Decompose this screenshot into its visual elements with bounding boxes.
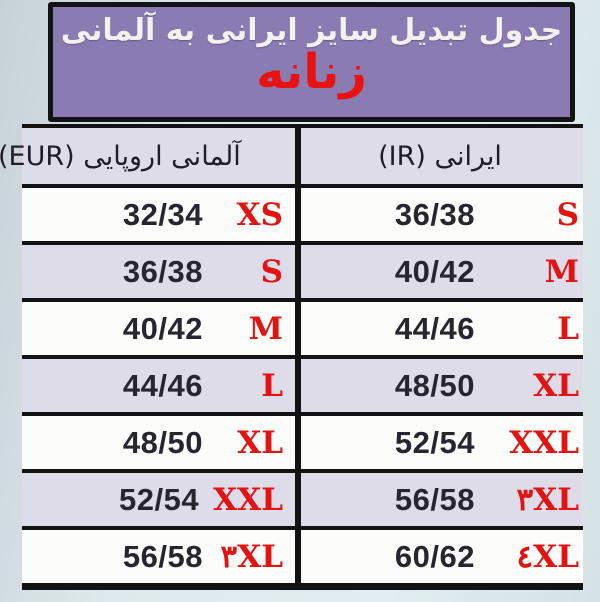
cell-ir: 56/58 ۳XL bbox=[301, 473, 583, 526]
ir-size-number: 60/62 bbox=[394, 538, 475, 574]
ir-size-label: M bbox=[544, 253, 579, 290]
header-label-eur: آلمانی اروپایی (EUR) bbox=[0, 140, 241, 172]
eur-size-number: 32/34 bbox=[122, 196, 203, 232]
eur-size-label: XXL bbox=[213, 481, 283, 518]
ir-size-number: 44/46 bbox=[394, 310, 475, 346]
column-divider bbox=[295, 416, 301, 469]
cell-eur: 32/34 XS bbox=[22, 188, 295, 241]
ir-size-number: 36/38 bbox=[394, 196, 475, 232]
eur-size-number: 40/42 bbox=[122, 310, 203, 346]
cell-eur: 36/38 S bbox=[22, 245, 295, 298]
table-row: 44/46 L 48/50 XL bbox=[22, 359, 583, 416]
eur-size-number: 44/46 bbox=[122, 367, 203, 403]
ir-size-label: XL bbox=[533, 367, 579, 404]
subtitle-women: زنانه bbox=[256, 44, 367, 100]
cell-ir: 52/54 XXL bbox=[301, 416, 583, 469]
eur-size-number: 36/38 bbox=[122, 253, 203, 289]
header-cell-ir: ایرانی (IR) bbox=[301, 128, 583, 184]
cell-eur: 44/46 L bbox=[22, 359, 295, 412]
ir-size-number: 48/50 bbox=[394, 367, 475, 403]
header-cell-eur: آلمانی اروپایی (EUR) bbox=[0, 128, 295, 184]
eur-size-label: M bbox=[248, 310, 283, 347]
table-row: 56/58 ۳XL 60/62 ٤XL bbox=[22, 530, 583, 583]
column-divider bbox=[295, 245, 301, 298]
ir-size-number: 56/58 bbox=[394, 481, 475, 517]
column-divider bbox=[295, 128, 301, 184]
ir-size-label: ۳XL bbox=[516, 481, 580, 518]
cell-ir: 48/50 XL bbox=[301, 359, 583, 412]
ir-size-label: S bbox=[556, 196, 579, 233]
cell-eur: 48/50 XL bbox=[22, 416, 295, 469]
ir-size-label: ٤XL bbox=[516, 538, 580, 575]
cell-eur: 56/58 ۳XL bbox=[22, 530, 295, 583]
cell-ir: 40/42 M bbox=[301, 245, 583, 298]
eur-size-label: ۳XL bbox=[220, 538, 284, 575]
column-divider bbox=[295, 530, 301, 583]
ir-size-number: 52/54 bbox=[394, 424, 475, 460]
column-divider bbox=[295, 473, 301, 526]
header-label-ir: ایرانی (IR) bbox=[378, 140, 502, 172]
eur-size-label: L bbox=[261, 367, 283, 404]
eur-size-number: 52/54 bbox=[119, 481, 200, 517]
table-header-row: آلمانی اروپایی (EUR) ایرانی (IR) bbox=[0, 128, 583, 188]
eur-size-label: XL bbox=[237, 424, 283, 461]
column-divider bbox=[295, 302, 301, 355]
size-conversion-table: آلمانی اروپایی (EUR) ایرانی (IR) 32/34 X… bbox=[0, 124, 583, 590]
cell-ir: 60/62 ٤XL bbox=[301, 530, 583, 583]
cell-ir: 36/38 S bbox=[301, 188, 583, 241]
table-row: 36/38 S 40/42 M bbox=[22, 245, 583, 302]
cell-eur: 40/42 M bbox=[22, 302, 295, 355]
cell-eur: 52/54 XXL bbox=[22, 473, 295, 526]
page-title: جدول تبدیل سایز ایرانی به آلمانی bbox=[60, 13, 563, 48]
ir-size-label: XXL bbox=[509, 424, 579, 461]
eur-size-number: 48/50 bbox=[122, 424, 203, 460]
table-row: 32/34 XS 36/38 S bbox=[22, 188, 583, 245]
table-row: 40/42 M 44/46 L bbox=[22, 302, 583, 359]
cell-ir: 44/46 L bbox=[301, 302, 583, 355]
eur-size-label: XS bbox=[236, 196, 283, 233]
eur-size-label: S bbox=[260, 253, 283, 290]
ir-size-number: 40/42 bbox=[394, 253, 475, 289]
table-row: 48/50 XL 52/54 XXL bbox=[22, 416, 583, 473]
ir-size-label: L bbox=[557, 310, 579, 347]
eur-size-number: 56/58 bbox=[122, 538, 203, 574]
column-divider bbox=[295, 359, 301, 412]
table-row: 52/54 XXL 56/58 ۳XL bbox=[22, 473, 583, 530]
column-divider bbox=[295, 188, 301, 241]
title-banner: جدول تبدیل سایز ایرانی به آلمانی زنانه bbox=[48, 2, 575, 122]
